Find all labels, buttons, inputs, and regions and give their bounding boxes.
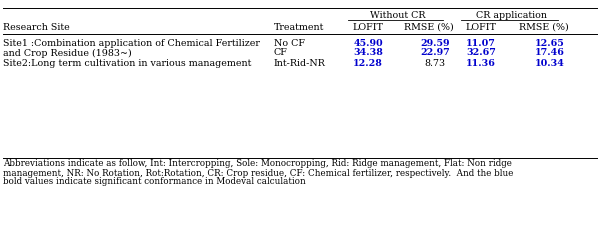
Text: Research Site: Research Site <box>3 23 70 32</box>
Text: Abbreviations indicate as follow, Int: Intercropping, Sole: Monocropping, Rid: R: Abbreviations indicate as follow, Int: I… <box>3 160 512 169</box>
Text: 45.90: 45.90 <box>353 38 383 47</box>
Text: 17.46: 17.46 <box>535 49 565 58</box>
Text: management, NR: No Rotation, Rot:Rotation, CR: Crop residue, CF: Chemical fertil: management, NR: No Rotation, Rot:Rotatio… <box>3 169 514 178</box>
Text: 29.59: 29.59 <box>420 38 450 47</box>
Text: Site1 :Combination application of Chemical Fertilizer: Site1 :Combination application of Chemic… <box>3 38 260 47</box>
Text: 34.38: 34.38 <box>353 49 383 58</box>
Text: CR application: CR application <box>476 10 547 19</box>
Text: No CF: No CF <box>274 38 305 47</box>
Text: 12.65: 12.65 <box>535 38 565 47</box>
Text: 8.73: 8.73 <box>424 59 446 68</box>
Text: 11.07: 11.07 <box>466 38 496 47</box>
Text: RMSE (%): RMSE (%) <box>404 23 454 32</box>
Text: 22.97: 22.97 <box>420 49 450 58</box>
Text: Treatment: Treatment <box>274 23 325 32</box>
Text: LOFIT: LOFIT <box>466 23 496 32</box>
Text: bold values indicate significant conformance in Modeval calculation: bold values indicate significant conform… <box>3 178 306 187</box>
Text: 10.34: 10.34 <box>535 59 565 68</box>
Text: Int-Rid-NR: Int-Rid-NR <box>274 59 326 68</box>
Text: 12.28: 12.28 <box>353 59 383 68</box>
Text: Site2:Long term cultivation in various management: Site2:Long term cultivation in various m… <box>3 59 251 68</box>
Text: 11.36: 11.36 <box>466 59 496 68</box>
Text: Without CR: Without CR <box>370 10 425 19</box>
Text: 32.67: 32.67 <box>466 49 496 58</box>
Text: and Crop Residue (1983~): and Crop Residue (1983~) <box>3 48 132 58</box>
Text: RMSE (%): RMSE (%) <box>519 23 569 32</box>
Text: CF: CF <box>274 49 288 58</box>
Text: LOFIT: LOFIT <box>353 23 383 32</box>
